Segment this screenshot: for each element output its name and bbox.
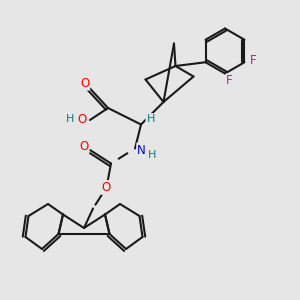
- Text: O: O: [80, 76, 89, 90]
- Text: H: H: [146, 114, 155, 124]
- Text: O: O: [102, 181, 111, 194]
- Text: H: H: [66, 113, 75, 124]
- Text: H: H: [148, 150, 157, 160]
- Text: F: F: [250, 54, 256, 67]
- Text: O: O: [77, 112, 86, 126]
- Text: F: F: [226, 74, 233, 88]
- Text: N: N: [137, 143, 146, 157]
- Text: O: O: [80, 140, 88, 153]
